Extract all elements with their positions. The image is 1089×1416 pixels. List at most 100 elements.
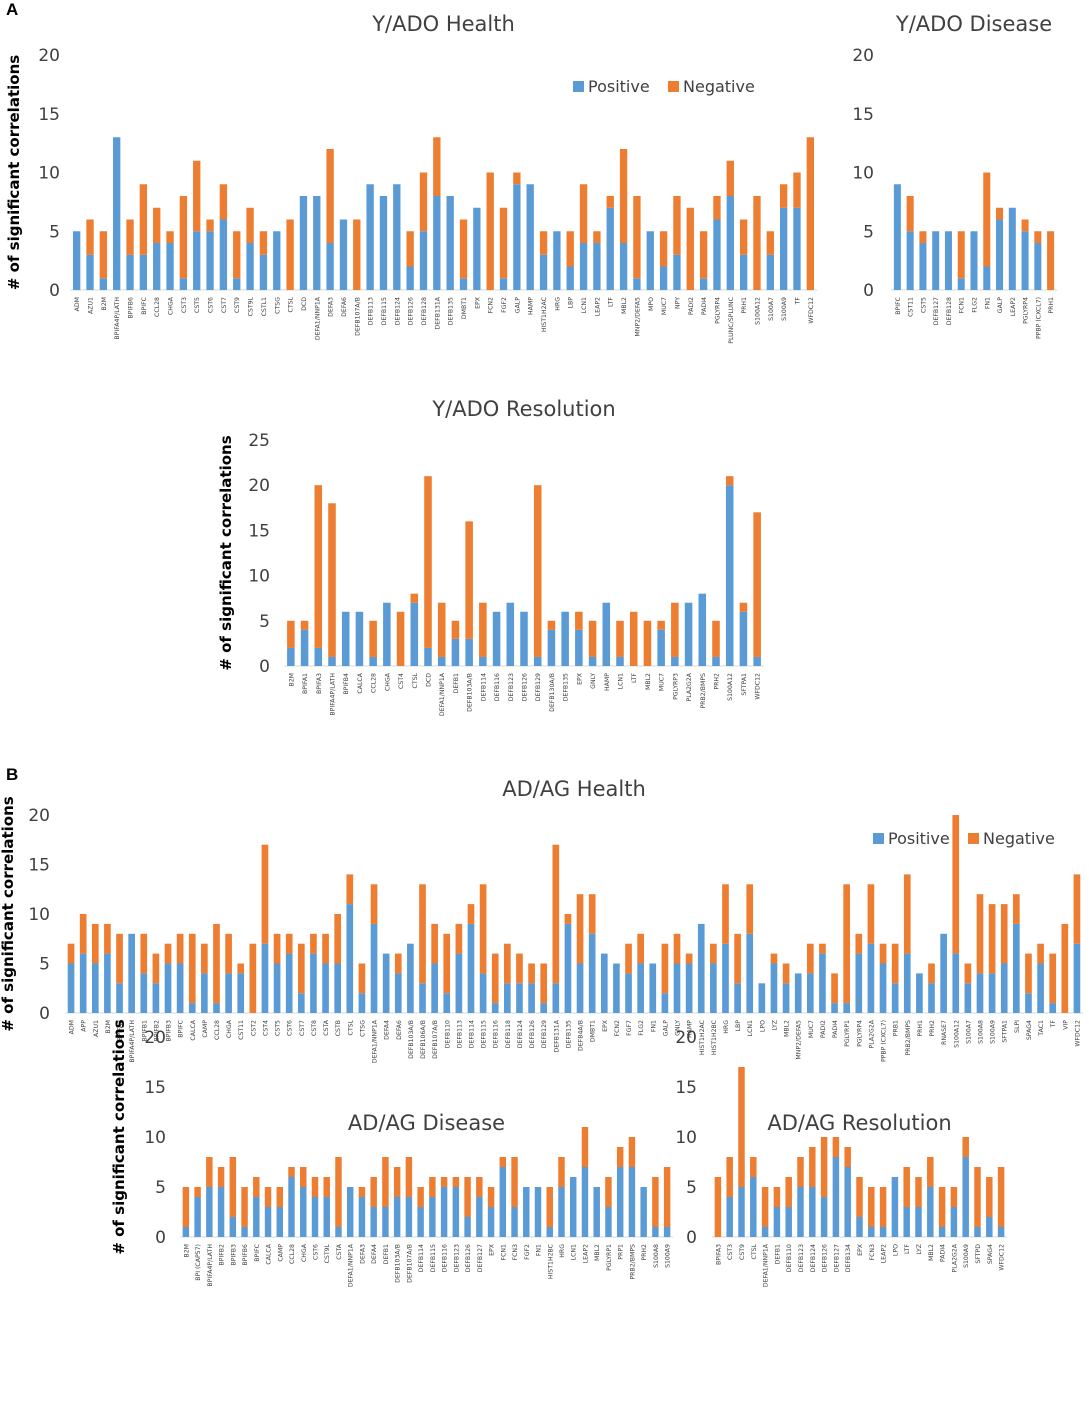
chart4-category-label: TF [1050,1020,1057,1029]
chart1-bar-positive [779,207,788,290]
chart4-bar-positive [407,943,414,1013]
chart3-category-label: DEFB130A/B [549,673,556,712]
chart5-bar-positive [300,1187,307,1237]
chart5-bar-negative [581,1127,589,1167]
chart4-bar-negative [1073,874,1081,944]
chart2-category-label: PGLYRP4 [1023,297,1030,324]
chart1-bar-negative [686,207,694,290]
chart3-category-label: HAMP [604,673,611,691]
chart3-bar-positive [533,656,542,666]
chart5-bar-negative [358,1187,366,1197]
chart4-bar-positive [879,963,887,1013]
chart3-bar-positive [355,611,364,666]
chart4-category-label: CTSL [347,1019,354,1035]
chart3-bar-positive [451,638,460,666]
chart3-category-label: WFDC12 [755,673,762,700]
chart5-bar-positive [499,1167,507,1237]
chart3-category-label: DEFB1 [453,673,460,693]
chart1-bar-positive [499,278,508,290]
chart2-bar-negative [906,196,914,232]
chart4-category-label: PLA2G2A [868,1019,875,1048]
chart4-category-label: CST8 [311,1020,318,1036]
chart4-category-label: GALP [662,1020,669,1036]
chart4-bar-negative [964,963,972,984]
chart1-category-label: EPX [474,296,481,309]
chart5-bar-negative [663,1167,671,1227]
chart5-bar-positive [581,1167,589,1237]
chart1-ytick: 15 [38,105,60,125]
chart4-bar-negative [201,943,208,974]
chart1-bar-positive [419,231,428,290]
chart1-category-label: CST9L [248,296,255,316]
chart6-category-label: EPX [857,1243,864,1256]
chart4-bar-positive [528,983,535,1013]
chart4-bar-positive [370,923,378,1013]
chart4-category-label: RNASE7 [941,1020,948,1045]
chart4-bar-positive [613,963,620,1013]
chart4-bar-positive [455,953,463,1013]
chart2-bar-positive [970,231,978,290]
chart2-bar-negative [957,231,965,279]
chart2-bar-negative [919,231,927,243]
chart1-bar-positive [299,196,308,290]
chart6-category-label: CST9 [739,1244,746,1260]
chart1-bar-negative [193,160,201,232]
chart4-bar-negative [273,933,281,964]
chart4-bar-negative [746,884,754,934]
chart6-bar-negative [832,1137,840,1157]
chart4-bar-negative [358,963,366,994]
chart4-category-label: PRH2 [929,1020,936,1037]
chart2-ytick: 5 [863,222,874,242]
chart3-bar-negative [725,476,734,486]
chart4-bar-negative [879,943,887,964]
chart3-bar-negative [300,620,309,630]
chart1-bar-positive [646,231,654,290]
chart1-bar-positive [566,266,574,290]
chart3-bar-negative [739,602,748,612]
chart5-bar-negative [300,1167,307,1187]
chart5-ytick: 0 [155,1228,166,1248]
chart5-category-label: FCN3 [512,1244,519,1261]
chart4-bar-positive [516,983,523,1013]
chart1-bar-negative [86,219,94,255]
chart1-bar-negative [206,219,214,232]
chart5-bar-positive [346,1187,354,1237]
chart4-category-label: SFTPA1 [1002,1020,1009,1043]
chart1-bar-positive [539,254,548,290]
chart4-bar-positive [334,963,342,1013]
chart5-bar-positive [652,1227,659,1237]
chart4-category-label: PADI2 [820,1020,827,1038]
chart4-category-label: SPAG4 [1026,1020,1033,1040]
chart3-category-label: BPIFA1 [302,673,309,694]
chart1-bar-positive [113,137,121,290]
chart4-legend-negative-swatch [968,833,979,844]
chart1-category-label: CST3 [181,297,188,313]
chart4-category-label: APP [81,1020,88,1032]
chart5-category-label: S100A9 [665,1244,672,1268]
chart5-bar-negative [605,1177,612,1207]
chart1-category-label: PADI2 [688,297,695,315]
chart3-category-label: CST4 [398,673,405,689]
chart4-bar-positive [685,963,693,1013]
chart6-bar-negative [938,1187,946,1227]
chart6-category-label: CST3 [727,1244,734,1260]
chart5-bar-negative [417,1187,424,1207]
chart4-ytick: 20 [28,806,50,826]
chart3-category-label: DEFA1/NNP1A [439,672,446,716]
chart1-category-label: HIST1H2AC [541,297,548,332]
chart4-bar-positive [1049,1003,1057,1013]
chart3-bar-positive [287,647,295,666]
chart6-bar-positive [962,1157,969,1237]
chart4-category-label: BPIFB3 [166,1020,173,1042]
chart5-category-label: BPIFB3 [230,1244,237,1266]
chart3-bar-negative [410,593,419,603]
chart4-category-label: DEFB107A/B [432,1020,439,1059]
chart4-bar-positive [504,983,511,1013]
chart1-bar-positive [193,231,201,290]
chart5-category-label: CSTA [336,1243,343,1260]
chart1-category-label: DEFB131A [434,296,441,329]
chart4-bar-positive [310,953,317,1013]
chart5-category-label: DEFB1 [383,1244,390,1264]
chart4-category-label: VIP [1062,1020,1069,1030]
chart6-bar-negative [726,1157,733,1197]
